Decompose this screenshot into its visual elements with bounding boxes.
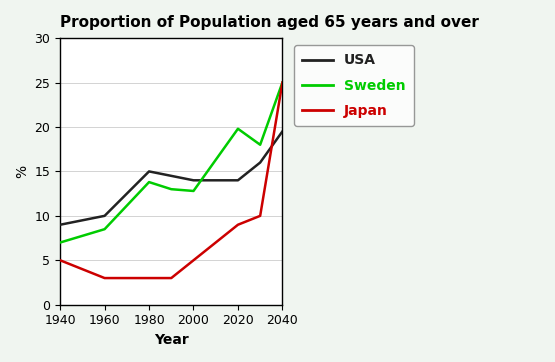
- Y-axis label: %: %: [15, 165, 29, 178]
- Legend: USA, Sweden, Japan: USA, Sweden, Japan: [294, 45, 413, 126]
- X-axis label: Year: Year: [154, 333, 189, 347]
- Text: Proportion of Population aged 65 years and over: Proportion of Population aged 65 years a…: [60, 15, 479, 30]
